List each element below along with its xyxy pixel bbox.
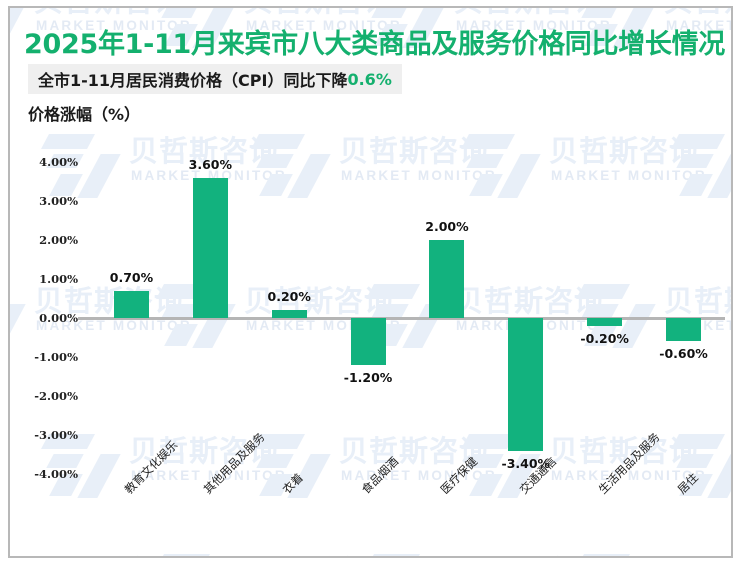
bar[interactable] — [429, 240, 465, 318]
y-axis-tick-label: 0.00% — [39, 311, 78, 325]
bar[interactable] — [508, 318, 544, 451]
bar[interactable] — [192, 177, 228, 318]
y-axis-tick-label: -2.00% — [34, 389, 78, 403]
x-axis-tick-label: 生活用品及服务 — [595, 429, 663, 497]
bar-value-label: 2.00% — [425, 219, 469, 234]
zero-axis-line — [78, 317, 725, 320]
bar-value-label: 3.60% — [188, 156, 232, 172]
y-axis-tick-label: 4.00% — [39, 155, 78, 169]
x-axis-tick-label: 其他用品及服务 — [201, 429, 268, 497]
bar[interactable] — [350, 318, 386, 365]
bar[interactable] — [271, 310, 307, 318]
subtitle-banner: 全市1-11月居民消费价格（CPI）同比下降 0.6% — [28, 64, 402, 94]
bar[interactable] — [587, 318, 623, 326]
bar-value-label: 0.20% — [267, 289, 311, 305]
bar-value-label: -0.20% — [580, 330, 629, 346]
y-axis-title: 价格涨幅（%） — [28, 105, 141, 124]
subtitle-text: 全市1-11月居民消费价格（CPI）同比下降 — [38, 71, 348, 90]
bar-value-label: -1.20% — [343, 369, 393, 385]
bar[interactable] — [113, 290, 149, 318]
x-axis-tick-label: 居住 — [674, 470, 701, 497]
x-axis-tick-label: 衣着 — [279, 470, 307, 497]
y-axis-tick-label: 2.00% — [39, 233, 78, 247]
y-axis-tick-label: -3.00% — [34, 428, 78, 442]
subtitle-value: 0.6% — [347, 69, 392, 89]
x-axis-tick-label: 教育文化娱乐 — [122, 437, 181, 497]
bar-value-label: -0.60% — [659, 346, 708, 362]
y-axis-tick-label: 3.00% — [39, 194, 78, 208]
bar-chart-plot: 4.00% 3.00% 2.00% 1.00% 0.00% -1.00% -2.00% -3.… — [10, 8, 731, 556]
bar[interactable] — [666, 318, 702, 342]
y-axis-tick-label: -4.00% — [34, 467, 78, 481]
x-axis-tick-label: 医疗保健 — [437, 454, 481, 497]
y-axis-tick-label: 1.00% — [39, 272, 78, 286]
bar-value-label: 0.70% — [109, 269, 154, 285]
y-axis-tick-label: -1.00% — [34, 350, 78, 364]
x-axis-tick-label: 食品烟酒 — [358, 454, 402, 497]
